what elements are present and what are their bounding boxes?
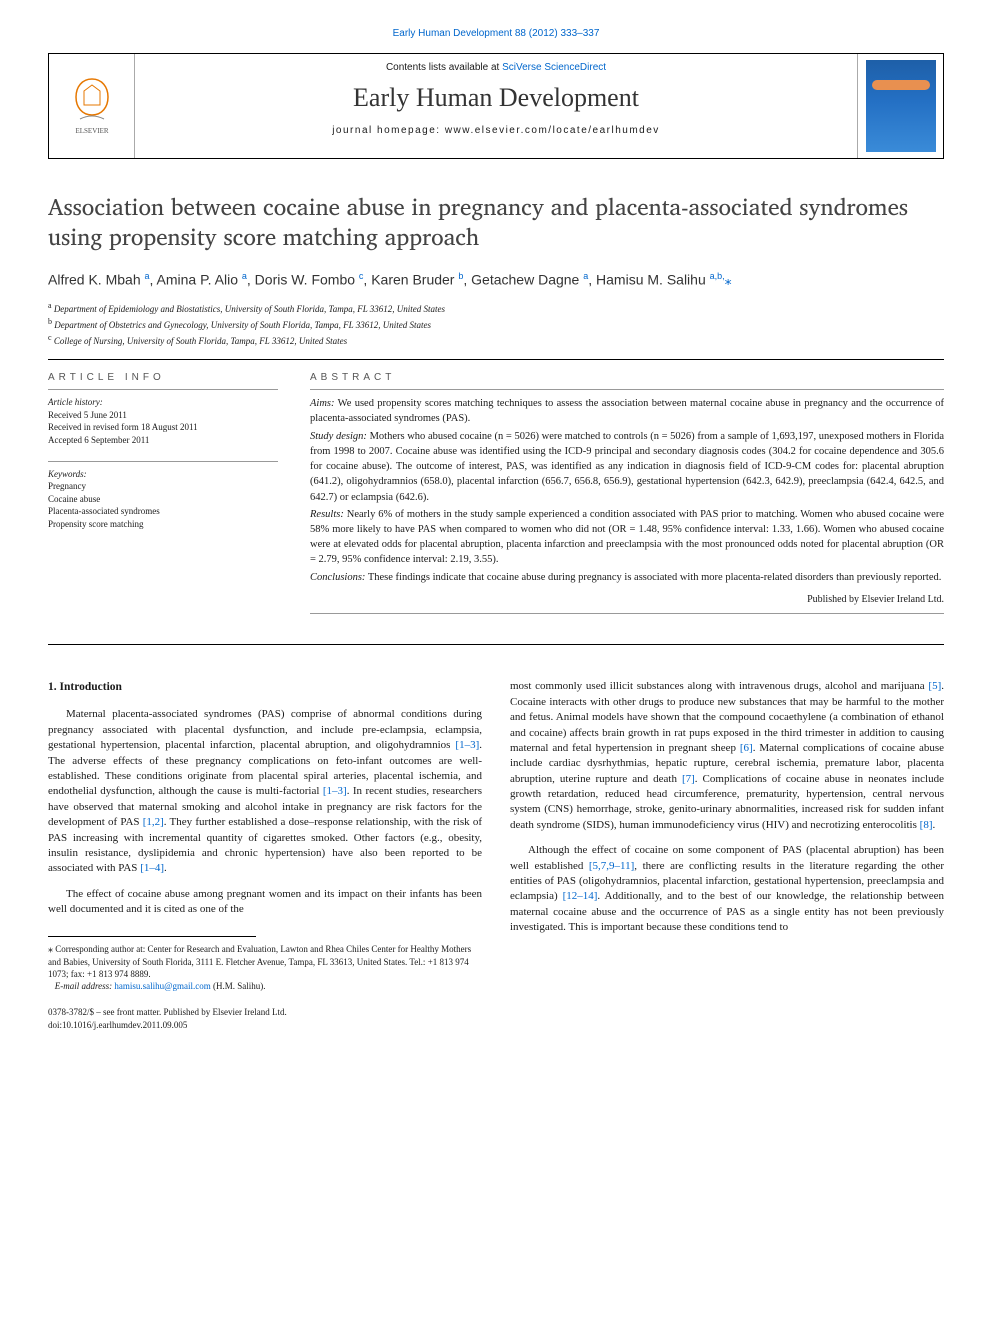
elsevier-logo-icon: ELSEVIER [62, 71, 122, 141]
body-column-right: most commonly used illicit substances al… [510, 679, 944, 1030]
homepage-url[interactable]: www.elsevier.com/locate/earlhumdev [445, 125, 660, 136]
affiliations: a Department of Epidemiology and Biostat… [48, 300, 944, 347]
journal-homepage-line: journal homepage: www.elsevier.com/locat… [145, 125, 847, 136]
divider-thin [310, 389, 944, 390]
journal-page: Early Human Development 88 (2012) 333–33… [0, 0, 992, 1071]
ref-link[interactable]: [8] [920, 819, 933, 831]
divider [48, 359, 944, 360]
sciencedirect-link[interactable]: SciVerse ScienceDirect [502, 62, 606, 73]
journal-name: Early Human Development [145, 83, 847, 113]
paragraph: Although the effect of cocaine on some c… [510, 843, 944, 935]
paragraph: most commonly used illicit substances al… [510, 679, 944, 833]
publisher-line: Published by Elsevier Ireland Ltd. [310, 593, 944, 608]
abstract-heading: ABSTRACT [310, 372, 944, 383]
divider-thin [48, 461, 278, 462]
contents-available-line: Contents lists available at SciVerse Sci… [145, 62, 847, 73]
ref-link[interactable]: [1–4] [140, 862, 164, 874]
ref-link[interactable]: [1–3] [455, 739, 479, 751]
divider-thin [48, 389, 278, 390]
article-title: Association between cocaine abuse in pre… [48, 193, 944, 253]
abstract-column: ABSTRACT Aims: We used propensity scores… [310, 372, 944, 620]
author-list: Alfred K. Mbah a, Amina P. Alio a, Doris… [48, 271, 944, 289]
body-column-left: 1. Introduction Maternal placenta-associ… [48, 679, 482, 1030]
ref-link[interactable]: [5] [928, 680, 941, 692]
paragraph: The effect of cocaine abuse among pregna… [48, 887, 482, 918]
abstract-text: Aims: We used propensity scores matching… [310, 396, 944, 607]
footnote-separator [48, 936, 256, 937]
article-info-column: ARTICLE INFO Article history: Received 5… [48, 372, 278, 620]
ref-link[interactable]: [7] [682, 773, 695, 785]
author-email-link[interactable]: hamisu.salihu@gmail.com [114, 981, 210, 991]
ref-link[interactable]: [1,2] [143, 816, 164, 828]
keywords-block: Keywords: Pregnancy Cocaine abuse Placen… [48, 468, 278, 531]
doi-block: 0378-3782/$ – see front matter. Publishe… [48, 1006, 482, 1030]
section-heading: 1. Introduction [48, 679, 482, 695]
info-abstract-row: ARTICLE INFO Article history: Received 5… [48, 372, 944, 620]
publisher-logo-cell: ELSEVIER [49, 54, 135, 158]
article-history-block: Article history: Received 5 June 2011 Re… [48, 396, 278, 446]
journal-header-box: ELSEVIER Contents lists available at Sci… [48, 53, 944, 159]
body-columns: 1. Introduction Maternal placenta-associ… [48, 679, 944, 1030]
journal-citation-link[interactable]: Early Human Development 88 (2012) 333–33… [48, 28, 944, 39]
corresponding-author-footnote: ⁎ Corresponding author at: Center for Re… [48, 943, 482, 993]
ref-link[interactable]: [5,7,9–11] [589, 860, 634, 872]
journal-cover-thumbnail[interactable] [866, 60, 936, 152]
divider [48, 644, 944, 645]
cover-cell [857, 54, 943, 158]
ref-link[interactable]: [12–14] [563, 890, 598, 902]
divider-thin [310, 613, 944, 614]
svg-text:ELSEVIER: ELSEVIER [75, 127, 108, 135]
paragraph: Maternal placenta-associated syndromes (… [48, 707, 482, 876]
article-info-heading: ARTICLE INFO [48, 372, 278, 383]
header-center: Contents lists available at SciVerse Sci… [135, 54, 857, 158]
ref-link[interactable]: [6] [740, 742, 753, 754]
ref-link[interactable]: [1–3] [323, 785, 347, 797]
